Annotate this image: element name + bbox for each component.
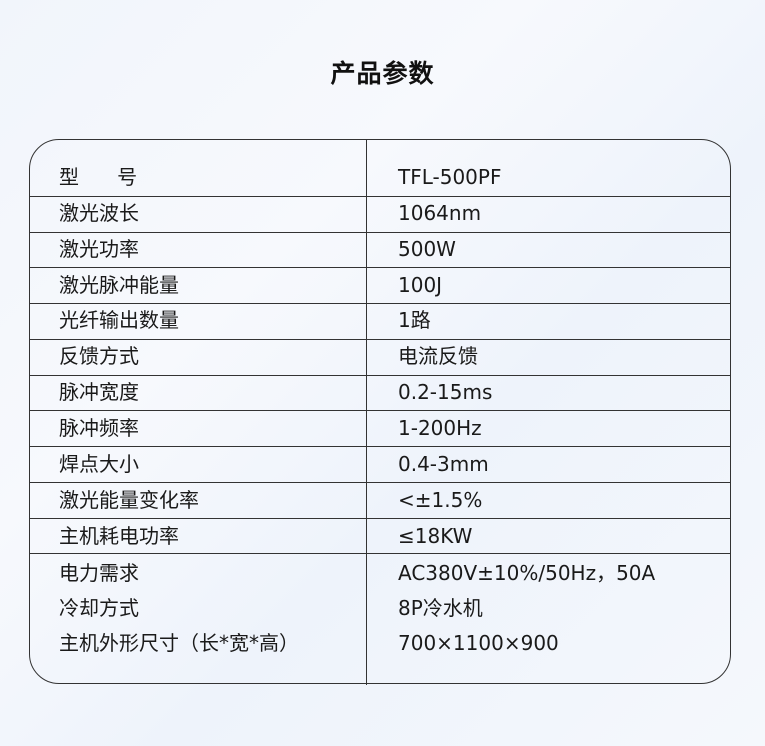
spec-label: 冷却方式 (59, 596, 139, 620)
spec-value: 700×1100×900 (398, 631, 559, 655)
row-divider (30, 482, 731, 484)
row-divider (30, 375, 731, 377)
row-divider (30, 446, 731, 448)
row-divider (30, 196, 731, 198)
row-divider (30, 339, 731, 341)
spec-label: 脉冲频率 (59, 416, 139, 440)
spec-label: 激光波长 (59, 201, 139, 225)
spec-label: 脉冲宽度 (59, 380, 139, 404)
spec-value: 0.2-15ms (398, 380, 493, 404)
spec-label: 反馈方式 (59, 344, 139, 368)
spec-label: 主机耗电功率 (59, 524, 179, 548)
column-divider (366, 139, 368, 685)
spec-value: 1064nm (398, 201, 482, 225)
spec-label: 光纤输出数量 (59, 308, 179, 332)
spec-label: 主机外形尺寸（长*宽*高） (59, 631, 299, 655)
row-divider (30, 232, 731, 234)
spec-label: 电力需求 (59, 561, 139, 585)
spec-label: 型 号 (59, 165, 138, 189)
row-divider (30, 553, 731, 555)
spec-value: ≤18KW (398, 524, 473, 548)
spec-table (29, 139, 731, 684)
row-divider (30, 518, 731, 520)
spec-value: AC380V±10%/50Hz，50A (398, 561, 656, 585)
spec-value: 8P冷水机 (398, 596, 483, 620)
spec-label: 激光功率 (59, 237, 139, 261)
spec-value: 1-200Hz (398, 416, 482, 440)
row-divider (30, 267, 731, 269)
spec-value: 100J (398, 273, 443, 297)
spec-value: 0.4-3mm (398, 452, 489, 476)
spec-value: <±1.5% (398, 488, 483, 512)
row-divider (30, 410, 731, 412)
row-divider (30, 303, 731, 305)
spec-value: 电流反馈 (398, 344, 478, 368)
spec-value: 500W (398, 237, 456, 261)
page-title: 产品参数 (330, 59, 435, 88)
spec-value: 1路 (398, 308, 431, 332)
spec-label: 焊点大小 (59, 452, 139, 476)
spec-value: TFL-500PF (398, 165, 502, 189)
spec-label: 激光能量变化率 (59, 488, 199, 512)
spec-label: 激光脉冲能量 (59, 273, 179, 297)
